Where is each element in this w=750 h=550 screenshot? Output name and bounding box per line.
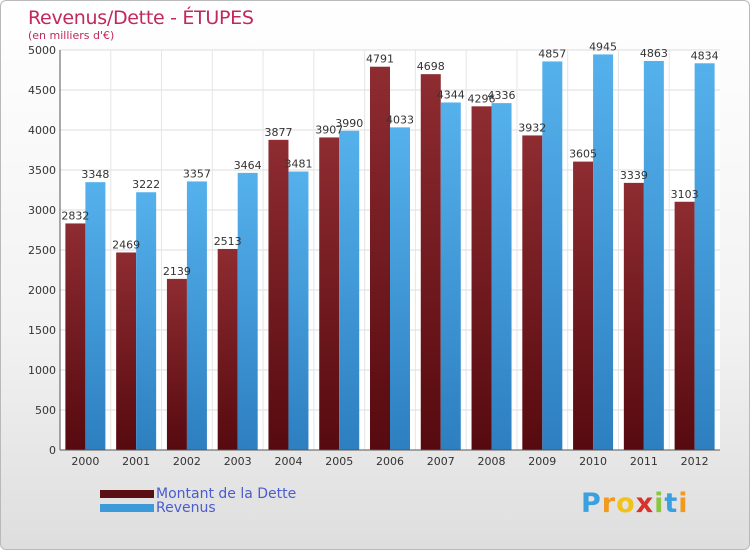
bar-debt — [674, 201, 695, 450]
bar-revenue — [643, 60, 664, 451]
legend-item-revenue: Revenus — [100, 500, 216, 516]
x-tick-label: 2001 — [122, 455, 150, 468]
y-tick-label: 4500 — [28, 84, 56, 97]
data-label: 4033 — [386, 113, 414, 126]
data-label: 2513 — [214, 235, 242, 248]
logo-letter: t — [664, 488, 679, 519]
data-label: 2832 — [61, 209, 89, 222]
bar-debt — [573, 161, 594, 450]
data-label: 4863 — [640, 47, 668, 60]
logo-letter: r — [601, 488, 617, 519]
proxiti-logo: Proxiti — [581, 488, 689, 519]
legend-swatch-debt — [100, 490, 154, 498]
data-label: 4336 — [488, 89, 516, 102]
bar-revenue — [542, 61, 563, 450]
x-tick-label: 2011 — [630, 455, 658, 468]
axes: 0 500 1000 1500 2000 2500 3000 3500 4000 4500 5000… — [28, 44, 720, 468]
x-tick-label: 2012 — [681, 455, 709, 468]
y-tick-label: 4000 — [28, 124, 56, 137]
bar-revenue — [186, 181, 207, 450]
data-label: 3990 — [335, 117, 363, 130]
x-tick-label: 2007 — [427, 455, 455, 468]
bar-revenue — [85, 182, 106, 450]
bar-revenue — [694, 63, 715, 450]
bar-debt — [420, 74, 441, 450]
data-label: 4344 — [437, 88, 465, 101]
y-tick-label: 2500 — [28, 244, 56, 257]
bar-debt — [370, 66, 390, 450]
legend-label-debt: Montant de la Dette — [156, 486, 297, 502]
bar-revenue — [339, 130, 360, 451]
bar-revenue — [491, 103, 512, 451]
data-label: 4698 — [417, 60, 445, 73]
logo-letter: o — [616, 488, 636, 519]
data-label: 4834 — [691, 49, 719, 62]
x-tick-label: 2000 — [71, 455, 99, 468]
data-label: 3357 — [183, 167, 211, 180]
x-tick-label: 2005 — [325, 455, 353, 468]
bar-debt — [268, 139, 289, 450]
y-tick-label: 3500 — [28, 164, 56, 177]
y-tick-label: 1500 — [28, 324, 56, 337]
data-label: 4296 — [468, 92, 496, 105]
data-label: 3605 — [569, 148, 597, 161]
y-tick-label: 1000 — [28, 364, 56, 377]
x-tick-label: 2010 — [579, 455, 607, 468]
data-label: 4945 — [589, 40, 617, 53]
data-label: 3932 — [518, 121, 546, 134]
y-tick-label: 3000 — [28, 204, 56, 217]
bar-revenue — [288, 171, 309, 450]
bar-debt — [471, 106, 492, 450]
chart-title: Revenus/Dette - ÉTUPES — [28, 7, 254, 29]
x-tick-label: 2009 — [528, 455, 556, 468]
x-tick-label: 2008 — [478, 455, 506, 468]
bar-revenue — [136, 192, 157, 451]
y-tick-label: 2000 — [28, 284, 56, 297]
x-tick-label: 2006 — [376, 455, 404, 468]
bar-revenue — [440, 102, 461, 450]
bar-debt — [217, 248, 238, 450]
y-tick-label: 0 — [49, 444, 56, 457]
bar-revenue — [390, 127, 410, 451]
bar-debt — [522, 135, 543, 450]
logo-letter: i — [678, 488, 689, 519]
x-tick-label: 2004 — [274, 455, 302, 468]
logo-letter: x — [635, 488, 655, 519]
bar-debt — [116, 252, 137, 450]
bar-revenue — [237, 172, 258, 450]
bar-debt — [623, 182, 644, 450]
data-label: 3103 — [671, 188, 699, 201]
y-tick-label: 500 — [35, 404, 56, 417]
logo-letter: i — [654, 488, 665, 519]
x-tick-label: 2002 — [173, 455, 201, 468]
bar-revenue — [593, 54, 614, 451]
y-tick-label: 5000 — [28, 44, 56, 57]
data-label: 3464 — [234, 159, 262, 172]
legend-swatch-revenue — [100, 504, 154, 512]
bar-debt — [319, 137, 340, 450]
data-label: 2469 — [112, 238, 140, 251]
data-label: 3339 — [620, 169, 648, 182]
bar-debt — [65, 223, 86, 450]
data-label: 4791 — [366, 53, 394, 66]
data-label: 3481 — [284, 158, 312, 171]
x-tick-label: 2003 — [224, 455, 252, 468]
data-labels: 2832 3348 2469 3222 2139 3357 2513 3464 3877 3481… — [61, 40, 718, 277]
chart-subtitle: (en milliers d'€) — [28, 29, 115, 42]
data-label: 2139 — [163, 265, 191, 278]
data-label: 3877 — [264, 126, 292, 139]
legend-label-revenue: Revenus — [156, 500, 216, 516]
data-label: 3348 — [81, 168, 109, 181]
data-label: 4857 — [538, 47, 566, 60]
legend-item-debt: Montant de la Dette — [100, 486, 296, 502]
data-label: 3222 — [132, 178, 160, 191]
bars — [65, 54, 715, 451]
bar-debt — [166, 278, 187, 450]
data-label: 3907 — [315, 123, 343, 136]
logo-letter: P — [581, 488, 602, 519]
